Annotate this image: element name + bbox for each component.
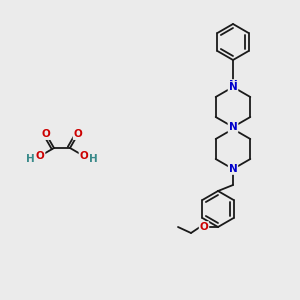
- Text: N: N: [229, 80, 237, 90]
- Text: N: N: [229, 122, 237, 132]
- Text: O: O: [80, 151, 88, 161]
- Text: H: H: [26, 154, 34, 164]
- Text: N: N: [229, 82, 237, 92]
- Text: O: O: [200, 222, 208, 232]
- Text: O: O: [42, 129, 50, 139]
- Text: N: N: [229, 164, 237, 174]
- Text: O: O: [74, 129, 82, 139]
- Text: N: N: [229, 122, 237, 132]
- Text: H: H: [89, 154, 98, 164]
- Text: O: O: [36, 151, 44, 161]
